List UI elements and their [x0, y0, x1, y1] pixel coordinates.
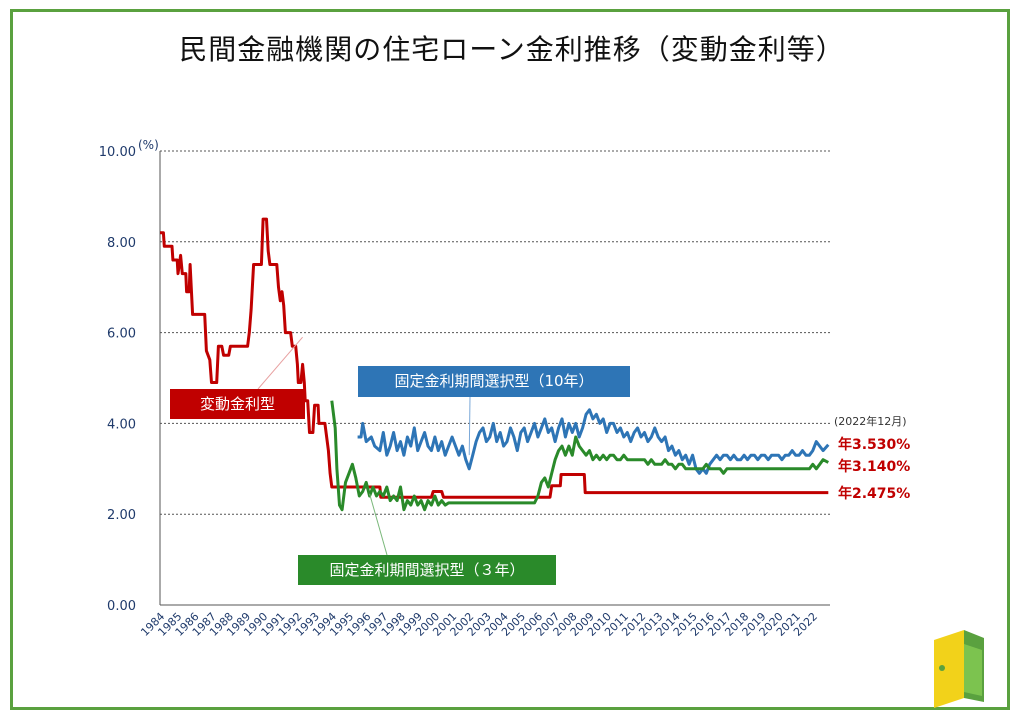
y-axis-unit: (%)	[138, 138, 159, 152]
end-label-2: 年3.140%	[838, 458, 910, 475]
series-line-1	[357, 408, 830, 475]
connector-fixed-3y	[369, 493, 388, 556]
x-axis: 1984198519861987198819891990199119921993…	[138, 604, 830, 639]
series-lines	[160, 217, 830, 512]
y-tick-label: 8.00	[107, 236, 136, 251]
date-note: (2022年12月)	[834, 414, 907, 428]
end-labels: 年2.475% 年3.530% 年3.140% (2022年12月)	[834, 414, 910, 502]
annotation-floating-rate: 変動金利型	[170, 389, 305, 419]
end-label-1: 年3.530%	[838, 436, 910, 453]
connector-fixed-10y	[468, 396, 471, 456]
y-tick-label: 6.00	[107, 327, 136, 342]
chart-title: 民間金融機関の住宅ローン金利推移（変動金利等）	[179, 33, 845, 66]
connector-floating	[257, 336, 303, 390]
end-label-0: 年2.475%	[838, 485, 910, 502]
brand-logo-icon	[934, 630, 984, 708]
y-tick-label: 2.00	[107, 508, 136, 523]
y-tick-label: 10.00	[99, 145, 136, 160]
y-axis: 0.00 2.00 4.00 6.00 8.00 10.00 (%)	[99, 138, 161, 614]
series-line-2	[330, 400, 829, 512]
annotation-connectors	[257, 336, 471, 556]
annotation-fixed-3y: 固定金利期間選択型（３年）	[298, 555, 556, 585]
chart-frame	[10, 9, 1010, 710]
annotation-fixed-10y: 固定金利期間選択型（10年）	[358, 366, 630, 397]
y-tick-label: 4.00	[107, 417, 136, 432]
y-tick-label: 0.00	[107, 599, 136, 614]
